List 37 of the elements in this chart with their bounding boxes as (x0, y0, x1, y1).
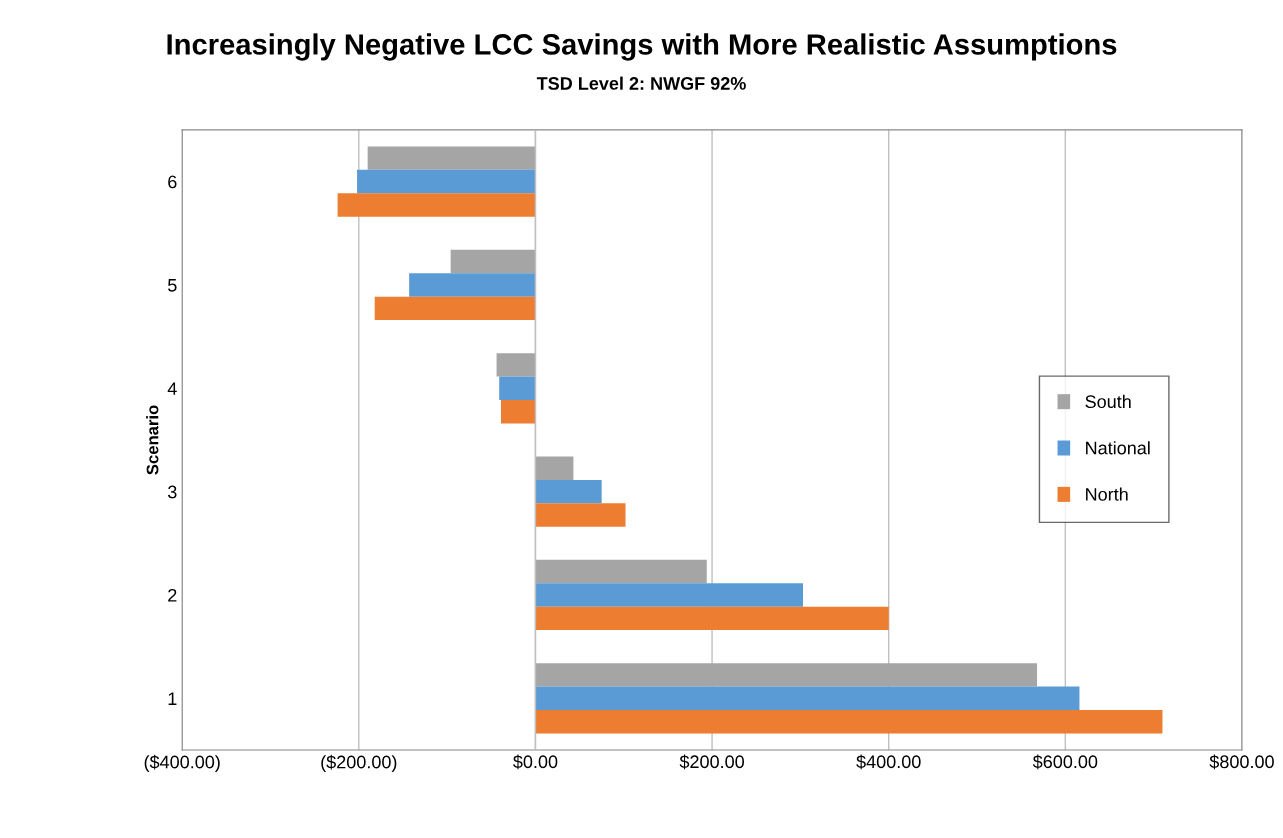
bar (535, 606, 889, 631)
chart-subtitle: TSD Level 2: NWGF 92% (536, 76, 746, 90)
bar (499, 376, 536, 400)
legend-label: South (1085, 394, 1131, 409)
y-tick-label: 6 (168, 175, 177, 189)
bar (409, 273, 536, 297)
bar (357, 169, 536, 194)
bar (535, 710, 1163, 734)
x-tick-label: $200.00 (679, 754, 744, 770)
x-tick-label: ($200.00) (321, 754, 397, 772)
bar (367, 146, 536, 170)
x-tick-label: $400.00 (856, 754, 921, 770)
bar (374, 296, 536, 321)
chart-title: Increasingly Negative LCC Savings with More Realistic Assumptions (167, 33, 1117, 61)
bar (337, 193, 536, 217)
y-tick-label: 1 (168, 692, 177, 705)
bar (535, 663, 1038, 687)
x-tick-label: $800.00 (1209, 754, 1274, 770)
bar (501, 399, 536, 424)
legend-label: North (1086, 487, 1128, 501)
y-tick-label: 5 (168, 279, 177, 292)
y-tick-label: 3 (167, 485, 177, 499)
x-tick-label: ($400.00) (144, 754, 220, 772)
y-axis-title: Scenario (146, 405, 159, 475)
bar (535, 503, 626, 527)
legend-label: National (1086, 441, 1150, 455)
x-tick-label: $0.00 (513, 754, 558, 770)
bar (450, 249, 536, 274)
y-tick-label: 4 (167, 382, 177, 395)
bar (496, 353, 536, 377)
y-tick-label: 2 (168, 588, 177, 602)
bar (535, 686, 1080, 711)
bar (535, 456, 574, 480)
bar (535, 479, 602, 504)
bar (535, 583, 804, 607)
x-tick-label: $600.00 (1032, 754, 1098, 770)
bar (535, 559, 707, 584)
